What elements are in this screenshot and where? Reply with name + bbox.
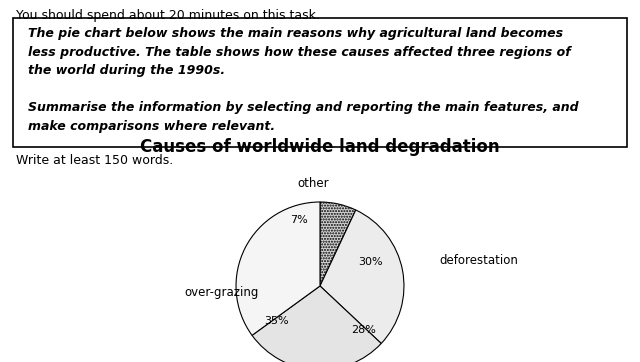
Text: 30%: 30% bbox=[358, 257, 383, 268]
Text: deforestation: deforestation bbox=[439, 254, 518, 267]
Wedge shape bbox=[236, 202, 320, 335]
Text: 28%: 28% bbox=[351, 325, 376, 334]
Wedge shape bbox=[252, 286, 381, 362]
Text: other: other bbox=[298, 177, 329, 190]
Text: You should spend about 20 minutes on this task.: You should spend about 20 minutes on thi… bbox=[16, 9, 320, 22]
Wedge shape bbox=[320, 210, 404, 344]
Text: Write at least 150 words.: Write at least 150 words. bbox=[16, 154, 173, 167]
Text: 35%: 35% bbox=[264, 316, 289, 326]
FancyBboxPatch shape bbox=[13, 18, 627, 147]
Text: 7%: 7% bbox=[290, 215, 308, 226]
Title: Causes of worldwide land degradation: Causes of worldwide land degradation bbox=[140, 138, 500, 156]
Text: The pie chart below shows the main reasons why agricultural land becomes
less pr: The pie chart below shows the main reaso… bbox=[28, 27, 579, 132]
Text: over-grazing: over-grazing bbox=[184, 286, 259, 299]
Wedge shape bbox=[320, 202, 356, 286]
